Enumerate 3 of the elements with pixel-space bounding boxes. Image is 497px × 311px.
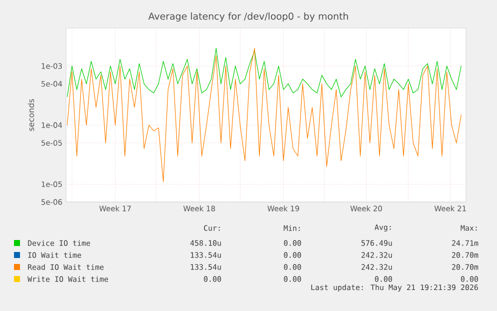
line-series [66,48,462,182]
line-series [66,48,462,98]
chart-title: Average latency for /dev/loop0 - by month [148,12,348,22]
